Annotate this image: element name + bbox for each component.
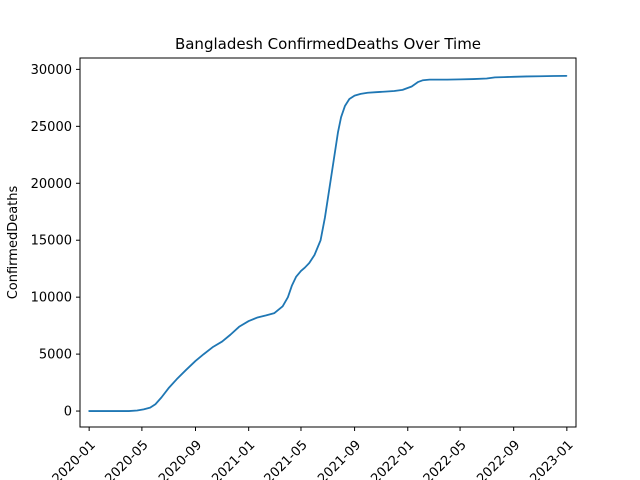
- y-axis-label: ConfirmedDeaths: [6, 185, 21, 299]
- series-line-0: [88, 74, 568, 412]
- chart-title: Bangladesh ConfirmedDeaths Over Time: [175, 35, 481, 53]
- y-axis: 0 5000 10000 15000 20000 25000 30000: [31, 63, 80, 420]
- y-tick-label: 20000: [31, 177, 72, 192]
- y-tick-label: 5000: [39, 348, 72, 363]
- y-tick-label: 0: [64, 405, 72, 420]
- series-layer: [88, 74, 568, 412]
- y-tick-label: 15000: [31, 234, 72, 249]
- plot-frame: [79, 57, 577, 428]
- y-tick-label: 30000: [31, 63, 72, 78]
- y-tick-label: 25000: [31, 120, 72, 135]
- y-tick-label: 10000: [31, 291, 72, 306]
